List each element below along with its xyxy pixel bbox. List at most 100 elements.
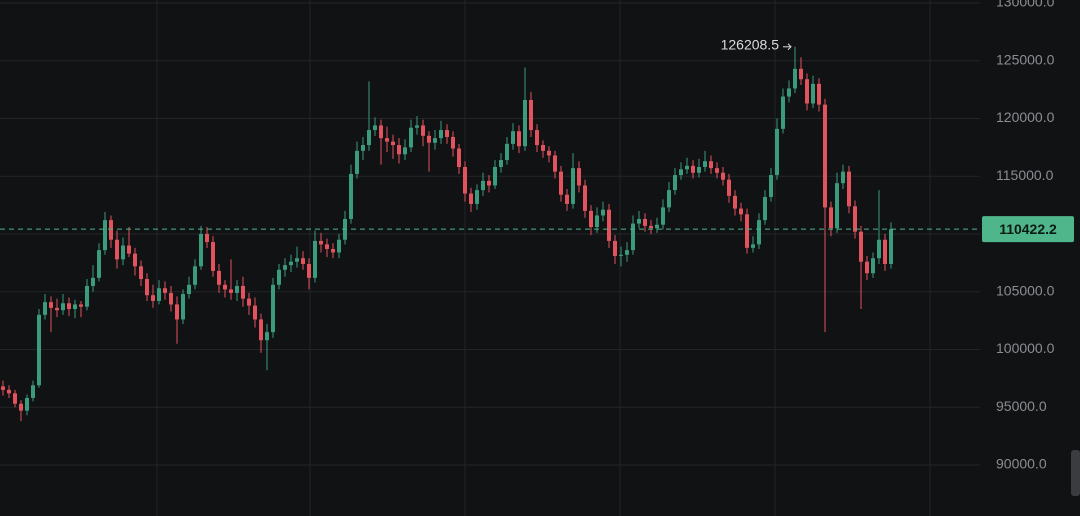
candle-body [607, 209, 611, 241]
candle-body [727, 179, 731, 196]
last-price-label: 110422.2 [999, 221, 1057, 237]
candle-body [769, 175, 773, 198]
candle-body [241, 285, 245, 299]
candle-body [517, 131, 521, 147]
candle-body [757, 220, 761, 245]
candle-body [601, 209, 605, 216]
candle-body [775, 128, 779, 176]
candle-body [499, 160, 503, 167]
candle-body [271, 284, 275, 333]
candle-body [679, 169, 683, 176]
candle-body [19, 403, 23, 411]
candle-body [325, 244, 329, 249]
candle-body [751, 244, 755, 248]
candle-body [439, 130, 443, 139]
candle-body [205, 233, 209, 243]
candle-body [229, 289, 233, 293]
candle-body [91, 277, 95, 286]
candle-body [529, 100, 533, 131]
scroll-handle[interactable] [1071, 450, 1080, 496]
candle-body [433, 138, 437, 143]
candle-body [391, 141, 395, 146]
candle-body [511, 131, 515, 144]
candle-body [853, 206, 857, 232]
y-tick-label: 100000.0 [996, 340, 1055, 356]
candle-body [817, 83, 821, 105]
candle-body [445, 130, 449, 137]
candle-body [481, 180, 485, 191]
candle-body [97, 250, 101, 278]
candle-body [85, 285, 89, 307]
candle-body [745, 214, 749, 248]
candle-body [661, 207, 665, 225]
candle-body [631, 223, 635, 251]
candle-body [283, 265, 287, 270]
candle-body [781, 96, 785, 129]
candle-body [799, 68, 803, 80]
candle-body [547, 150, 551, 156]
candle-body [721, 172, 725, 180]
candle-body [301, 258, 305, 265]
candle-body [199, 233, 203, 267]
candle-body [553, 155, 557, 172]
candle-body [385, 138, 389, 142]
candle-body [169, 292, 173, 305]
candle-body [49, 302, 53, 308]
candle-body [835, 183, 839, 229]
candle-body [31, 385, 35, 398]
candle-body [331, 248, 335, 253]
candle-body [115, 239, 119, 260]
candle-body [7, 389, 11, 394]
candle-body [151, 295, 155, 301]
high-annotation: 126208.5 [721, 36, 780, 52]
candle-body [157, 288, 161, 301]
candle-body [739, 208, 743, 215]
candle-body [139, 266, 143, 280]
candle-body [667, 190, 671, 208]
candle-body [655, 224, 659, 229]
candle-body [109, 220, 113, 240]
candle-body [469, 193, 473, 204]
candles [1, 46, 893, 422]
candle-body [487, 180, 491, 186]
candle-body [535, 130, 539, 146]
candle-body [559, 171, 563, 195]
candle-body [55, 307, 59, 311]
candle-body [565, 194, 569, 204]
candle-body [349, 173, 353, 219]
candle-body [43, 302, 47, 315]
candle-body [859, 231, 863, 262]
candle-body [787, 88, 791, 97]
candle-body [589, 210, 593, 228]
candle-body [175, 304, 179, 320]
candle-body [313, 240, 317, 278]
candle-body [337, 239, 341, 253]
candle-body [379, 125, 383, 139]
candle-body [61, 303, 65, 311]
candle-body [577, 168, 581, 186]
candle-body [211, 242, 215, 271]
candle-body [145, 279, 149, 296]
candle-body [421, 125, 425, 136]
candle-body [181, 294, 185, 320]
candle-body [103, 220, 107, 251]
y-tick-label: 95000.0 [996, 398, 1047, 414]
candle-body [373, 125, 377, 131]
y-tick-label: 115000.0 [996, 167, 1054, 183]
candle-body [625, 250, 629, 255]
candle-body [841, 171, 845, 184]
candle-body [889, 229, 893, 265]
candle-body [697, 166, 701, 173]
candle-body [583, 185, 587, 211]
candle-body [127, 245, 131, 254]
candle-body [811, 83, 815, 104]
candle-body [163, 288, 167, 293]
candle-body [541, 145, 545, 151]
candle-body [67, 303, 71, 310]
candle-body [295, 258, 299, 262]
candle-body [733, 195, 737, 209]
candle-body [865, 261, 869, 274]
candle-body [415, 125, 419, 128]
candle-body [673, 175, 677, 191]
